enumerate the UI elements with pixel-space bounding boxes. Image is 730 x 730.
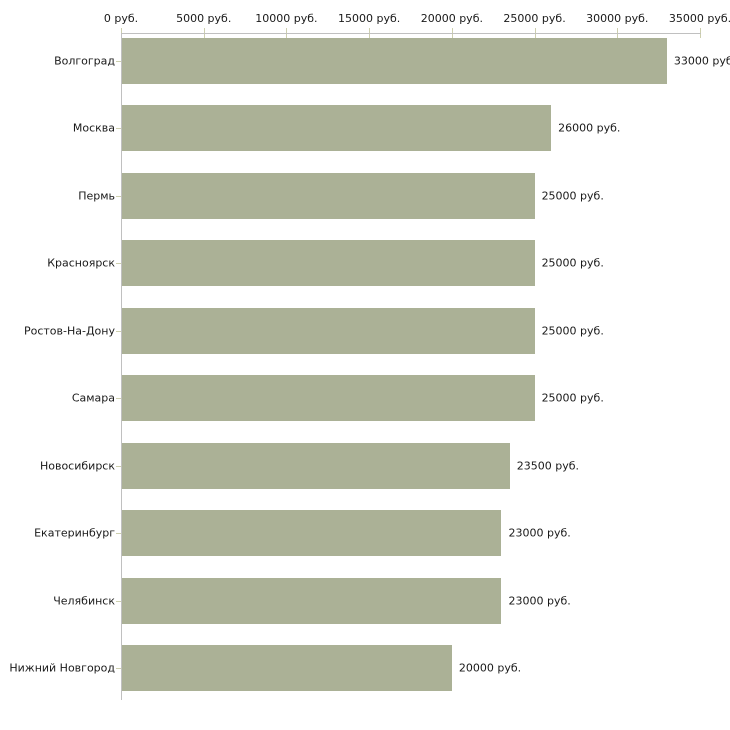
y-axis-tick-mark (116, 465, 121, 467)
y-axis-tick-mark (116, 263, 121, 264)
x-axis-tick-label: 25000 руб. (503, 12, 566, 25)
y-axis-tick-mark (116, 533, 121, 534)
x-axis-tick-label: 15000 руб. (338, 12, 401, 25)
x-axis-tick-label: 10000 руб. (255, 12, 318, 25)
bar (122, 577, 502, 624)
category-label: Пермь (78, 189, 115, 202)
bar (122, 645, 452, 691)
bar (122, 510, 502, 556)
value-label: 20000 руб. (458, 661, 522, 675)
bar (122, 105, 552, 151)
category-label: Екатеринбург (34, 526, 115, 540)
category-label: Красноярск (47, 256, 115, 270)
value-label: 25000 руб. (541, 391, 604, 405)
x-axis-tick-label: 30000 руб. (586, 12, 649, 25)
value-label: 25000 руб. (541, 256, 604, 270)
bar (122, 307, 535, 354)
y-axis-tick-mark (116, 600, 121, 602)
y-axis-tick-mark (116, 398, 121, 399)
y-axis-tick-mark (116, 668, 121, 669)
x-axis-tick-label: 0 руб. (103, 12, 139, 25)
x-axis-tick-label: 35000 руб. (668, 12, 730, 25)
category-label: Нижний Новгород (9, 661, 115, 675)
category-label: Челябинск (53, 594, 115, 607)
bar (122, 37, 667, 84)
value-label: 23000 руб. (508, 526, 571, 540)
x-axis-tick-label: 20000 руб. (420, 12, 483, 25)
x-axis-line (121, 33, 701, 34)
category-label: Новосибирск (39, 459, 115, 472)
value-label: 23000 руб. (508, 594, 571, 607)
category-label: Волгоград (54, 54, 115, 67)
value-label: 26000 руб. (558, 121, 621, 135)
value-label: 25000 руб. (541, 324, 604, 337)
y-axis-tick-mark (116, 60, 121, 62)
y-axis-line (121, 33, 122, 700)
category-label: Москва (72, 121, 115, 135)
y-axis-tick-mark (116, 128, 121, 129)
bar (122, 442, 510, 489)
category-label: Ростов-На-Дону (23, 324, 115, 337)
y-axis-tick-mark (116, 330, 121, 332)
x-axis-tick-label: 5000 руб. (176, 12, 232, 25)
value-label: 23500 руб. (516, 459, 580, 472)
bar (122, 240, 535, 286)
value-label: 25000 руб. (541, 189, 604, 202)
y-axis-tick-mark (116, 195, 121, 197)
category-label: Самара (71, 391, 115, 405)
bar (122, 172, 535, 219)
value-label: 33000 руб. (673, 54, 730, 67)
bar (122, 375, 535, 421)
